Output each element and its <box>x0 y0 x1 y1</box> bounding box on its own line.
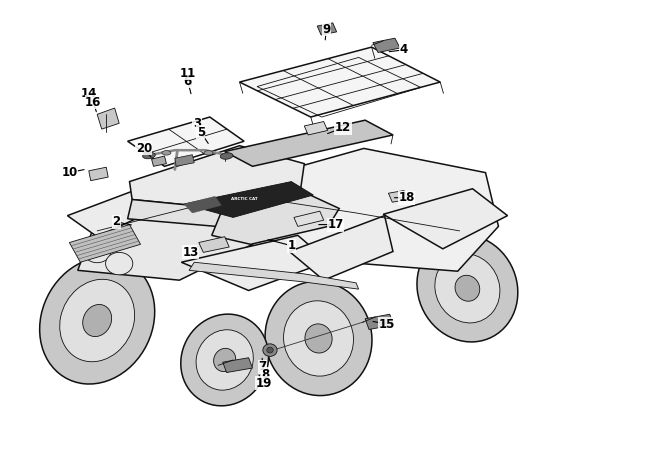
Ellipse shape <box>266 347 273 353</box>
Polygon shape <box>78 182 252 280</box>
Ellipse shape <box>105 253 133 275</box>
Text: 11: 11 <box>179 67 196 80</box>
Text: 19: 19 <box>255 377 272 390</box>
Ellipse shape <box>455 275 480 301</box>
Ellipse shape <box>220 153 233 159</box>
Polygon shape <box>70 225 140 262</box>
Text: 14: 14 <box>81 87 97 100</box>
Ellipse shape <box>265 281 372 396</box>
Polygon shape <box>384 189 508 249</box>
Text: 9: 9 <box>322 23 330 36</box>
Polygon shape <box>304 121 328 135</box>
Polygon shape <box>223 358 252 373</box>
Text: 7: 7 <box>258 360 266 373</box>
Text: 13: 13 <box>182 246 198 259</box>
Polygon shape <box>294 211 324 226</box>
Text: 17: 17 <box>327 218 343 231</box>
Polygon shape <box>317 23 337 35</box>
Polygon shape <box>212 190 339 244</box>
Ellipse shape <box>142 152 155 159</box>
Ellipse shape <box>60 279 135 362</box>
Ellipse shape <box>40 257 155 384</box>
Text: 15: 15 <box>379 318 395 331</box>
Text: 5: 5 <box>196 126 205 139</box>
Ellipse shape <box>162 151 171 155</box>
Ellipse shape <box>204 151 213 155</box>
Text: 2: 2 <box>112 216 121 228</box>
Text: 20: 20 <box>136 142 152 155</box>
Polygon shape <box>151 156 166 166</box>
Polygon shape <box>389 190 408 202</box>
Ellipse shape <box>305 324 332 353</box>
Polygon shape <box>68 190 158 237</box>
Polygon shape <box>184 196 222 213</box>
Polygon shape <box>127 117 244 166</box>
Polygon shape <box>189 262 359 289</box>
Polygon shape <box>373 38 400 52</box>
Ellipse shape <box>214 348 236 372</box>
Text: 1: 1 <box>287 239 295 252</box>
Text: 3: 3 <box>193 117 201 130</box>
Ellipse shape <box>181 314 268 406</box>
Text: ARCTIC CAT: ARCTIC CAT <box>231 197 257 201</box>
Polygon shape <box>175 155 194 166</box>
Polygon shape <box>184 182 313 217</box>
Text: 4: 4 <box>400 43 408 56</box>
Polygon shape <box>199 237 229 253</box>
Text: 12: 12 <box>335 121 351 134</box>
Ellipse shape <box>83 304 112 336</box>
Polygon shape <box>241 148 499 271</box>
Ellipse shape <box>84 240 111 262</box>
Ellipse shape <box>283 301 354 376</box>
Polygon shape <box>127 199 223 226</box>
Polygon shape <box>289 216 393 280</box>
Text: 18: 18 <box>398 191 415 204</box>
Ellipse shape <box>263 344 277 356</box>
Polygon shape <box>89 167 108 181</box>
Text: 6: 6 <box>184 75 192 87</box>
Polygon shape <box>240 47 440 117</box>
Ellipse shape <box>196 330 254 390</box>
Polygon shape <box>225 120 393 166</box>
Text: 10: 10 <box>61 166 77 179</box>
Polygon shape <box>129 146 304 208</box>
Text: 16: 16 <box>85 96 101 109</box>
Text: 8: 8 <box>261 368 270 381</box>
Polygon shape <box>181 235 328 290</box>
Ellipse shape <box>435 253 500 323</box>
Polygon shape <box>98 108 119 129</box>
Ellipse shape <box>417 235 518 342</box>
Polygon shape <box>365 314 394 330</box>
